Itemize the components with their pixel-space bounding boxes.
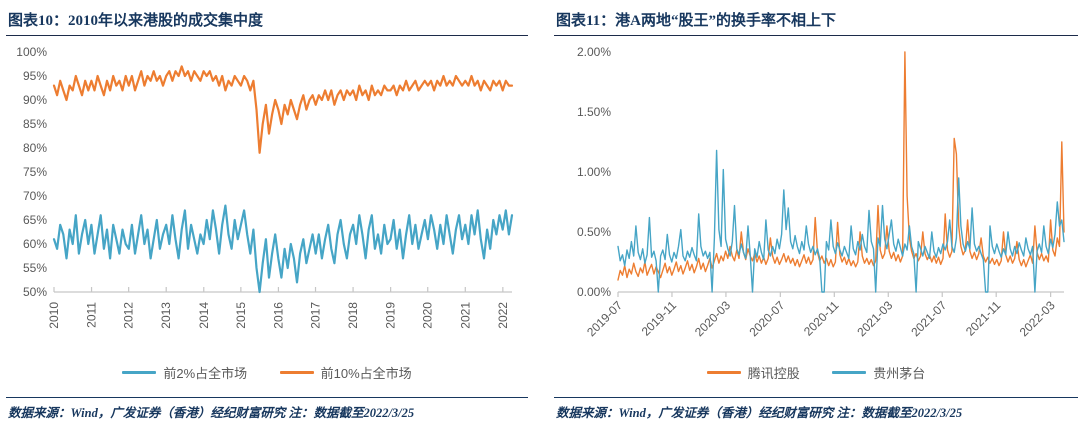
svg-text:2019: 2019 [384,302,398,329]
svg-text:2013: 2013 [159,302,173,329]
svg-text:60%: 60% [23,237,47,251]
y-axis-labels: 100% 95% 90% 85% 80% 75% 70% 65% 60% 55% 50% [16,45,47,299]
svg-text:2020-07: 2020-07 [746,298,787,339]
svg-text:2010: 2010 [47,302,61,329]
svg-text:2021-11: 2021-11 [963,298,1004,339]
right-chart-title: 图表11：港A两地“股王”的换手率不相上下 [556,13,837,29]
svg-text:2022: 2022 [496,302,510,329]
left-chart-area: 100% 95% 90% 85% 80% 75% 70% 65% 60% 55% 50% 2010 20… [6,40,528,361]
legend-item-top2pct: 前2%占全市场 [122,363,247,382]
svg-text:2019-07: 2019-07 [584,298,625,339]
legend-item-top10pct: 前10%占全市场 [279,363,412,382]
svg-text:2018: 2018 [346,302,360,329]
svg-text:2020-03: 2020-03 [692,298,733,339]
right-chart-legend: 腾讯控股 贵州茅台 [554,363,1078,387]
y-axis-labels: 2.00% 1.50% 1.00% 0.50% 0.00% [577,45,611,299]
svg-text:95%: 95% [23,69,47,83]
legend-line-swatch-blue [122,371,157,375]
right-line-chart: 2.00%1.50%1.00%0.50%0.00%2019-07 2019-11 2… [577,45,1065,339]
svg-text:2021-07: 2021-07 [908,298,949,339]
right-source-note: 数据来源：Wind，广发证券（香港）经纪财富研究 注：数据截至2022/3/25 [556,406,963,420]
left-chart-legend: 前2%占全市场 前10%占全市场 [6,363,528,387]
figure-row: 图表10：2010年以来港股的成交集中度 100% 95% 90% 85% 80% 75%… [0,0,1080,421]
svg-text:1.50%: 1.50% [577,105,611,119]
x-axis: 2010 2011 2012 2013 2014 2015 2016 2017 2018 2019… [47,287,512,329]
legend-line-swatch-orange [279,371,314,375]
legend-line-swatch-blue [832,371,867,375]
svg-text:2019-11: 2019-11 [639,298,680,339]
legend-item-moutai: 贵州茅台 [832,363,925,382]
svg-text:55%: 55% [23,261,47,275]
legend-item-tencent: 腾讯控股 [706,363,800,382]
svg-text:2021: 2021 [458,302,472,329]
svg-text:75%: 75% [23,165,47,179]
series-line-1 [617,149,1065,293]
panel-left-chart: 图表10：2010年以来港股的成交集中度 100% 95% 90% 85% 80% 75%… [0,0,540,421]
svg-text:2012: 2012 [122,302,136,329]
legend-label-moutai: 贵州茅台 [873,366,926,382]
svg-text:90%: 90% [23,93,47,107]
left-line-chart: 100%95%90%85%80%75%70%65%60%55%50%2010 20… [16,45,514,329]
series-line-1 [52,65,514,154]
svg-text:80%: 80% [23,141,47,155]
right-source-block: 数据来源：Wind，广发证券（香港）经纪财富研究 注：数据截至2022/3/25 [554,397,1078,421]
series-line-0 [617,51,1065,281]
right-title-rule [554,35,1078,36]
svg-text:2016: 2016 [271,302,285,329]
svg-text:0.50%: 0.50% [577,225,611,239]
svg-text:2020-11: 2020-11 [801,298,842,339]
svg-text:2015: 2015 [234,302,248,329]
panel-right-chart: 图表11：港A两地“股王”的换手率不相上下 2.00% 1.50% 1.00% 0.5… [540,0,1080,421]
svg-text:0.00%: 0.00% [577,285,611,299]
svg-text:2014: 2014 [197,302,211,329]
legend-label-top10pct: 前10%占全市场 [320,366,412,382]
svg-text:2020: 2020 [421,302,435,329]
svg-text:70%: 70% [23,189,47,203]
svg-text:2.00%: 2.00% [577,45,611,59]
x-axis: 2019-07 2019-11 2020-03 2020-07 2020-11 2021-… [584,291,1064,339]
svg-text:2022-03: 2022-03 [1017,298,1058,339]
svg-text:2021-03: 2021-03 [854,298,895,339]
svg-text:2011: 2011 [85,302,99,328]
svg-text:2017: 2017 [309,302,323,329]
svg-text:65%: 65% [23,213,47,227]
left-chart-title: 图表10：2010年以来港股的成交集中度 [8,13,264,29]
series-line-0 [52,204,514,294]
left-title-rule [6,35,528,36]
left-source-note: 数据来源：Wind，广发证券（香港）经纪财富研究 注：数据截至2022/3/25 [8,406,415,420]
legend-label-top2pct: 前2%占全市场 [163,366,248,382]
svg-text:100%: 100% [16,45,47,59]
legend-line-swatch-orange [706,371,741,375]
left-source-block: 数据来源：Wind，广发证券（香港）经纪财富研究 注：数据截至2022/3/25 [6,397,528,421]
legend-label-tencent: 腾讯控股 [747,366,800,382]
right-chart-area: 2.00% 1.50% 1.00% 0.50% 0.00% 2019-07 2019-11 2… [554,40,1078,361]
svg-text:50%: 50% [23,285,47,299]
svg-text:85%: 85% [23,117,47,131]
svg-text:1.00%: 1.00% [577,165,611,179]
